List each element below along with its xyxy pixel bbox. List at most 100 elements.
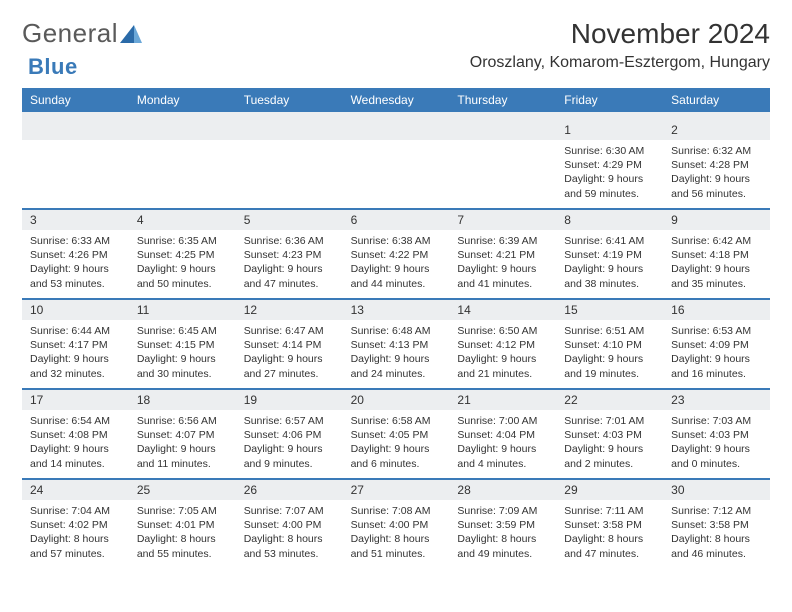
sunset-text: Sunset: 4:09 PM: [671, 338, 762, 352]
daylight-text: Daylight: 9 hours: [244, 262, 335, 276]
day-cell: 7 Sunrise: 6:39 AMSunset: 4:21 PMDaylight…: [449, 210, 556, 298]
day-cell: 26Sunrise: 7:07 AMSunset: 4:00 PMDayligh…: [236, 480, 343, 568]
daylight-text: and 24 minutes.: [351, 367, 442, 381]
day-cell: 15Sunrise: 6:51 AMSunset: 4:10 PMDayligh…: [556, 300, 663, 388]
day-cell: 29Sunrise: 7:11 AMSunset: 3:58 PMDayligh…: [556, 480, 663, 568]
daylight-text: and 2 minutes.: [564, 457, 655, 471]
day-number: 5: [236, 210, 343, 230]
daylight-text: and 38 minutes.: [564, 277, 655, 291]
weekday-monday: Monday: [129, 88, 236, 112]
daylight-text: and 4 minutes.: [457, 457, 548, 471]
day-number: 25: [129, 480, 236, 500]
daylight-text: Daylight: 9 hours: [671, 172, 762, 186]
daylight-text: Daylight: 9 hours: [671, 442, 762, 456]
daylight-text: Daylight: 9 hours: [564, 352, 655, 366]
day-number: 12: [236, 300, 343, 320]
sunset-text: Sunset: 4:28 PM: [671, 158, 762, 172]
day-number: 23: [663, 390, 770, 410]
daylight-text: Daylight: 9 hours: [244, 442, 335, 456]
sunrise-text: Sunrise: 6:30 AM: [564, 144, 655, 158]
daylight-text: and 56 minutes.: [671, 187, 762, 201]
day-cell: 9Sunrise: 6:42 AMSunset: 4:18 PMDaylight…: [663, 210, 770, 298]
day-cell: 22Sunrise: 7:01 AMSunset: 4:03 PMDayligh…: [556, 390, 663, 478]
brand-triangle-icon: [120, 25, 142, 43]
sunrise-text: Sunrise: 6:36 AM: [244, 234, 335, 248]
weekday-friday: Friday: [556, 88, 663, 112]
sunrise-text: Sunrise: 6:39 AM: [457, 234, 548, 248]
day-cell: 2Sunrise: 6:32 AMSunset: 4:28 PMDaylight…: [663, 120, 770, 208]
daylight-text: and 47 minutes.: [564, 547, 655, 561]
daylight-text: and 27 minutes.: [244, 367, 335, 381]
sunrise-text: Sunrise: 6:57 AM: [244, 414, 335, 428]
sunrise-text: Sunrise: 7:03 AM: [671, 414, 762, 428]
day-number: 13: [343, 300, 450, 320]
day-number: 7: [449, 210, 556, 230]
daylight-text: and 59 minutes.: [564, 187, 655, 201]
day-cell: 20Sunrise: 6:58 AMSunset: 4:05 PMDayligh…: [343, 390, 450, 478]
day-number: [449, 120, 556, 140]
sunset-text: Sunset: 3:58 PM: [671, 518, 762, 532]
brand-blue: Blue: [28, 54, 78, 80]
daylight-text: and 41 minutes.: [457, 277, 548, 291]
sunrise-text: Sunrise: 6:41 AM: [564, 234, 655, 248]
day-cell: 16Sunrise: 6:53 AMSunset: 4:09 PMDayligh…: [663, 300, 770, 388]
day-cell: 13Sunrise: 6:48 AMSunset: 4:13 PMDayligh…: [343, 300, 450, 388]
week-row: 10Sunrise: 6:44 AMSunset: 4:17 PMDayligh…: [22, 300, 770, 390]
day-number: 10: [22, 300, 129, 320]
daylight-text: and 57 minutes.: [30, 547, 121, 561]
daylight-text: and 53 minutes.: [30, 277, 121, 291]
weekday-wednesday: Wednesday: [343, 88, 450, 112]
daylight-text: and 16 minutes.: [671, 367, 762, 381]
weekday-thursday: Thursday: [449, 88, 556, 112]
calendar: SundayMondayTuesdayWednesdayThursdayFrid…: [22, 88, 770, 568]
week-row: 24Sunrise: 7:04 AMSunset: 4:02 PMDayligh…: [22, 480, 770, 568]
day-number: 29: [556, 480, 663, 500]
location-text: Oroszlany, Komarom-Esztergom, Hungary: [470, 54, 770, 72]
sunrise-text: Sunrise: 7:07 AM: [244, 504, 335, 518]
day-cell: 28Sunrise: 7:09 AMSunset: 3:59 PMDayligh…: [449, 480, 556, 568]
daylight-text: Daylight: 8 hours: [244, 532, 335, 546]
sunrise-text: Sunrise: 6:32 AM: [671, 144, 762, 158]
daylight-text: and 0 minutes.: [671, 457, 762, 471]
sunset-text: Sunset: 4:14 PM: [244, 338, 335, 352]
day-cell: 21Sunrise: 7:00 AMSunset: 4:04 PMDayligh…: [449, 390, 556, 478]
sunset-text: Sunset: 4:29 PM: [564, 158, 655, 172]
day-number: 20: [343, 390, 450, 410]
day-cell: 14Sunrise: 6:50 AMSunset: 4:12 PMDayligh…: [449, 300, 556, 388]
daylight-text: Daylight: 9 hours: [457, 442, 548, 456]
day-number: [343, 120, 450, 140]
sunset-text: Sunset: 4:10 PM: [564, 338, 655, 352]
daylight-text: Daylight: 8 hours: [30, 532, 121, 546]
day-cell: 30Sunrise: 7:12 AMSunset: 3:58 PMDayligh…: [663, 480, 770, 568]
daylight-text: Daylight: 9 hours: [137, 262, 228, 276]
daylight-text: and 53 minutes.: [244, 547, 335, 561]
empty-cell: [129, 120, 236, 208]
daylight-text: Daylight: 9 hours: [351, 352, 442, 366]
sunrise-text: Sunrise: 6:44 AM: [30, 324, 121, 338]
sunrise-text: Sunrise: 6:54 AM: [30, 414, 121, 428]
weekday-header: SundayMondayTuesdayWednesdayThursdayFrid…: [22, 88, 770, 112]
day-number: 21: [449, 390, 556, 410]
sunrise-text: Sunrise: 6:58 AM: [351, 414, 442, 428]
sunset-text: Sunset: 4:21 PM: [457, 248, 548, 262]
daylight-text: Daylight: 9 hours: [137, 352, 228, 366]
brand-general: General: [22, 18, 118, 49]
daylight-text: Daylight: 9 hours: [457, 262, 548, 276]
day-cell: 6Sunrise: 6:38 AMSunset: 4:22 PMDaylight…: [343, 210, 450, 298]
day-number: 24: [22, 480, 129, 500]
day-cell: 3Sunrise: 6:33 AMSunset: 4:26 PMDaylight…: [22, 210, 129, 298]
day-cell: 23Sunrise: 7:03 AMSunset: 4:03 PMDayligh…: [663, 390, 770, 478]
sunset-text: Sunset: 4:15 PM: [137, 338, 228, 352]
sunrise-text: Sunrise: 6:48 AM: [351, 324, 442, 338]
day-number: 1: [556, 120, 663, 140]
brand-logo: General: [22, 18, 142, 49]
daylight-text: and 35 minutes.: [671, 277, 762, 291]
sunrise-text: Sunrise: 7:05 AM: [137, 504, 228, 518]
day-number: 17: [22, 390, 129, 410]
daylight-text: Daylight: 9 hours: [564, 442, 655, 456]
day-cell: 24Sunrise: 7:04 AMSunset: 4:02 PMDayligh…: [22, 480, 129, 568]
empty-cell: [22, 120, 129, 208]
daylight-text: Daylight: 9 hours: [137, 442, 228, 456]
day-number: 18: [129, 390, 236, 410]
sunrise-text: Sunrise: 7:08 AM: [351, 504, 442, 518]
